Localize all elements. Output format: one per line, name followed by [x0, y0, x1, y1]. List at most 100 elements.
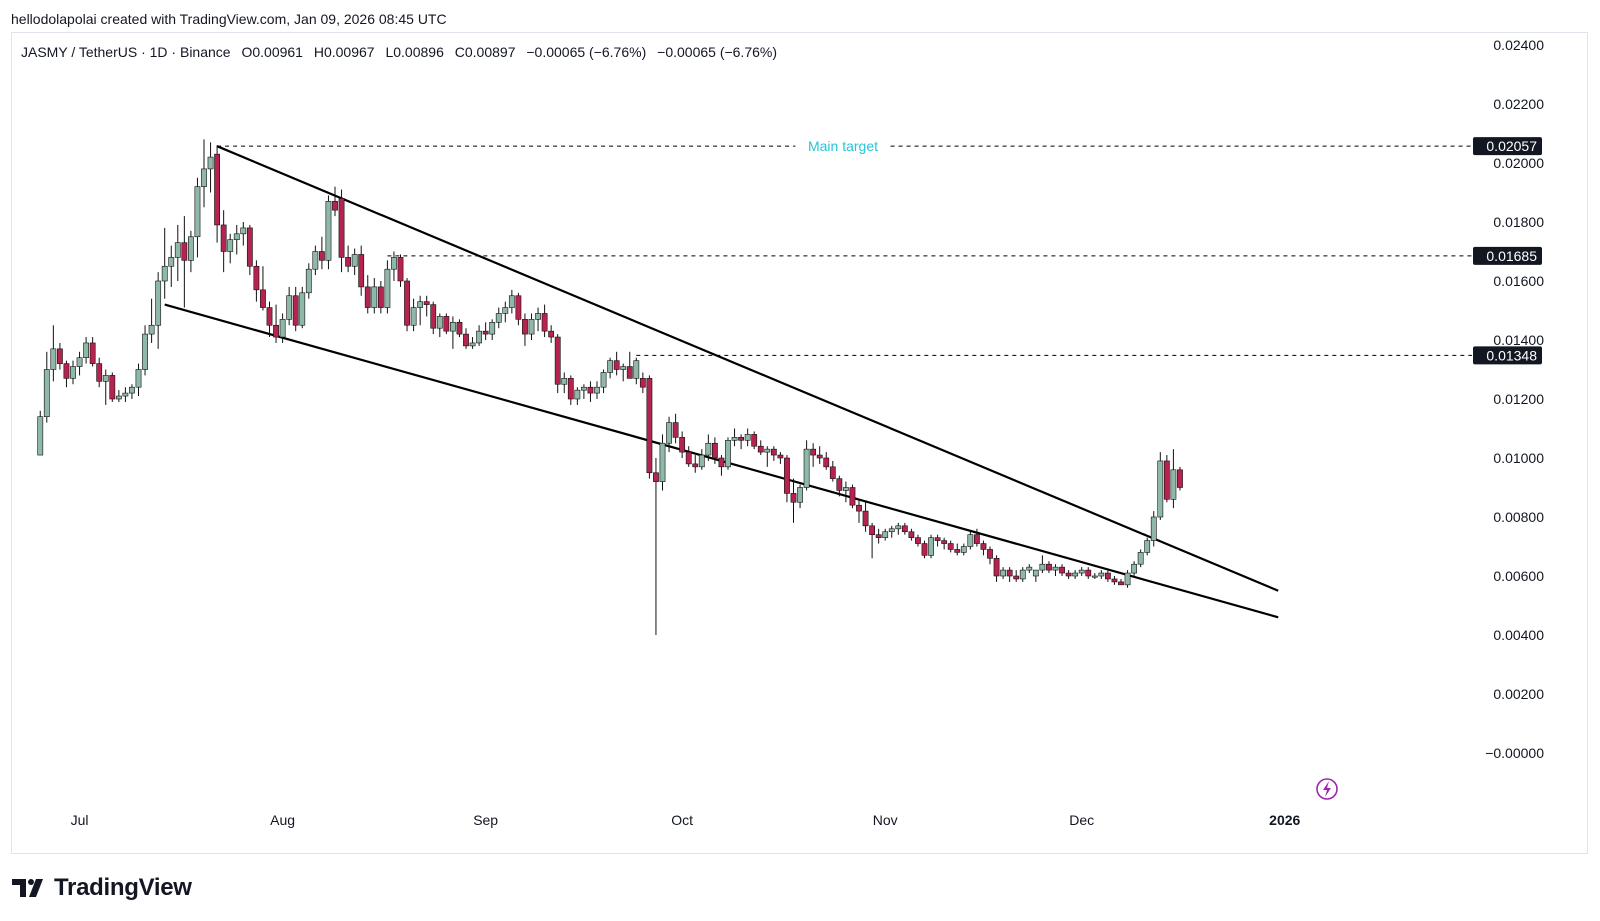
- candle: [129, 384, 135, 399]
- candle: [214, 145, 220, 243]
- candle: [928, 534, 934, 559]
- candle-body: [456, 321, 463, 335]
- candle: [620, 363, 627, 382]
- candle: [122, 387, 129, 402]
- candle-body: [76, 357, 83, 367]
- candle: [266, 301, 273, 338]
- candle: [1085, 567, 1092, 579]
- candle: [220, 210, 227, 273]
- candle-body: [188, 236, 194, 261]
- high-value: H0.00967: [313, 44, 375, 60]
- candle: [711, 437, 718, 464]
- horizontal-levels: Main target 0.02057 0.01685 0.01348: [217, 137, 1542, 365]
- candle-body: [967, 534, 974, 547]
- candle-body: [659, 442, 666, 482]
- candle: [1026, 564, 1033, 574]
- candle: [960, 543, 967, 556]
- candle: [443, 313, 450, 335]
- candle-body: [653, 472, 659, 482]
- candle-body: [358, 254, 365, 288]
- candle-body: [764, 448, 771, 453]
- candle: [1098, 570, 1105, 579]
- lightning-bolt-icon[interactable]: [1316, 778, 1338, 800]
- candle-body: [672, 422, 679, 438]
- x-tick-label: Jul: [71, 812, 89, 828]
- candle-body: [1131, 563, 1137, 574]
- candle: [397, 254, 404, 287]
- candle: [253, 260, 260, 302]
- candle-body: [148, 324, 155, 335]
- chart-pane[interactable]: [11, 32, 1588, 854]
- candle-body: [332, 201, 338, 211]
- candle-body: [286, 295, 293, 320]
- candle-body: [233, 233, 240, 241]
- symbol-name[interactable]: JASMY / TetherUS · 1D · Binance: [21, 44, 231, 60]
- candle-body: [784, 457, 790, 494]
- candle-body: [731, 437, 738, 441]
- candle: [980, 540, 987, 556]
- candle-body: [168, 257, 175, 267]
- candle-body: [1170, 469, 1177, 500]
- candle-body: [888, 528, 895, 533]
- candle: [318, 236, 325, 270]
- candle: [882, 528, 889, 541]
- snapshot-timestamp: Jan 09, 2026 08:45 UTC: [294, 11, 447, 27]
- candle-body: [227, 239, 234, 252]
- candle-body: [744, 434, 751, 441]
- candle: [535, 307, 541, 332]
- candle: [161, 227, 168, 299]
- candle: [633, 357, 640, 385]
- level-price-tag: [1473, 137, 1542, 156]
- candle: [417, 295, 424, 326]
- candle: [849, 484, 856, 509]
- candle-body: [600, 372, 607, 388]
- candle-body: [476, 330, 482, 344]
- candle: [1157, 452, 1164, 520]
- candle: [1032, 569, 1039, 582]
- candle: [142, 325, 148, 376]
- candle: [829, 460, 836, 482]
- y-tick-label: 0.01000: [1493, 450, 1544, 466]
- candle-body: [770, 448, 777, 456]
- candle-body: [1163, 460, 1170, 500]
- candle: [345, 245, 351, 273]
- y-tick-label: 0.02200: [1493, 96, 1544, 112]
- candle: [305, 263, 312, 299]
- candle: [685, 446, 692, 467]
- candle: [456, 319, 463, 338]
- tradingview-brand[interactable]: TradingView: [12, 874, 192, 901]
- candle: [83, 337, 89, 364]
- candle-body: [391, 257, 397, 270]
- candle-body: [993, 557, 1000, 577]
- candle-body: [666, 422, 672, 444]
- candle: [626, 351, 633, 379]
- candle-body: [240, 227, 247, 235]
- candle: [207, 142, 214, 193]
- level-price-tag: [1473, 246, 1542, 265]
- candle-body: [915, 537, 921, 544]
- candle-body: [515, 295, 522, 320]
- candle-body: [567, 378, 574, 400]
- candle-body: [109, 375, 116, 400]
- candle-body: [790, 493, 797, 503]
- candle: [1124, 570, 1131, 588]
- candle-body: [266, 307, 273, 326]
- candle: [495, 307, 502, 329]
- candle: [358, 245, 365, 296]
- candle-body: [947, 543, 954, 550]
- candle: [148, 298, 155, 343]
- candle-body: [174, 242, 181, 258]
- candle: [181, 216, 188, 308]
- candle-body: [246, 227, 253, 267]
- candle-body: [436, 316, 443, 329]
- candle-body: [803, 448, 810, 488]
- candle: [770, 446, 777, 461]
- candle: [888, 525, 895, 538]
- candle: [567, 375, 574, 405]
- candle-body: [508, 295, 515, 308]
- candle-body: [836, 478, 843, 491]
- candle-body: [810, 448, 817, 456]
- candle-body: [260, 289, 266, 308]
- close-value: C0.00897: [454, 44, 516, 60]
